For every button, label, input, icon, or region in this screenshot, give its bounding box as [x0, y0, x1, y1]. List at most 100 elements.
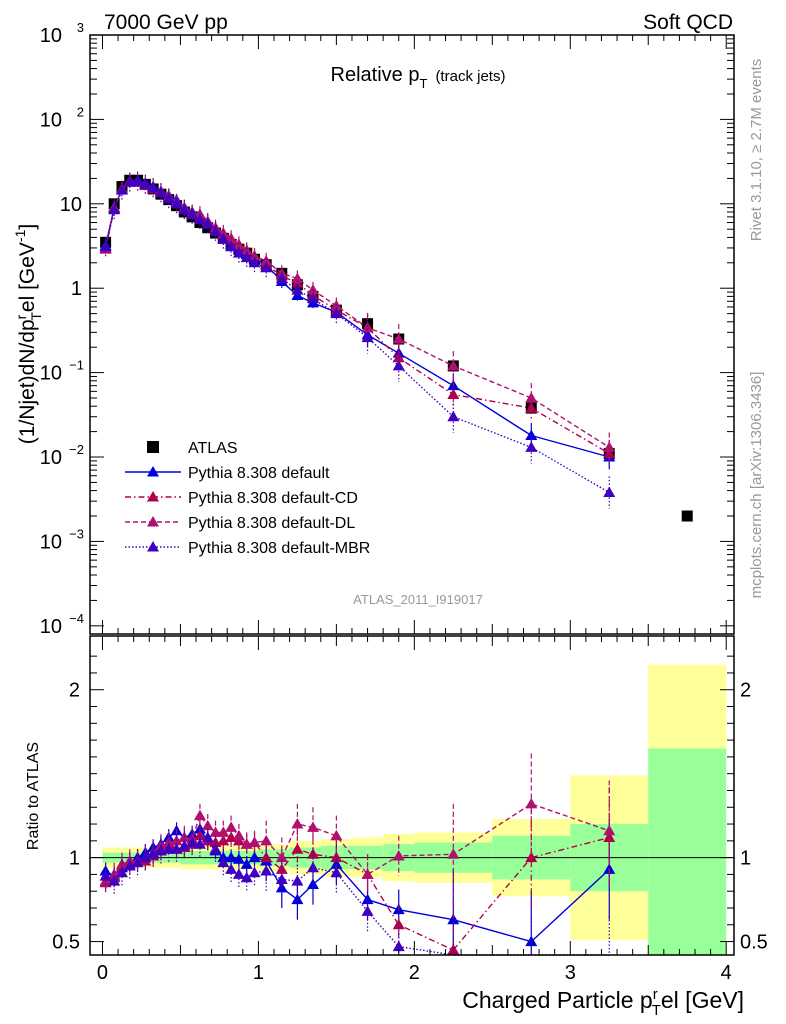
- ratio-point: [232, 829, 245, 841]
- data-point-mc: [139, 178, 152, 189]
- data-point-mc: [603, 441, 616, 452]
- data-point-mc: [170, 197, 183, 209]
- main-y-axis-label: (1/Njet)dN/dprTel [GeV-1]: [12, 224, 44, 444]
- ratio-point: [162, 843, 175, 854]
- ratio-point: [186, 836, 199, 848]
- header-right-label: Soft QCD: [643, 11, 733, 34]
- data-point-mc: [361, 321, 374, 333]
- legend-marker: [147, 516, 159, 527]
- ratio-y-axis-label: Ratio to ATLAS: [25, 742, 42, 850]
- y-tick-exponent: 2: [77, 104, 84, 119]
- ratio-point: [275, 851, 288, 863]
- y-tick-exponent: −1: [69, 358, 84, 373]
- data-point-mc: [217, 233, 230, 244]
- legend-label: Pythia 8.308 default-MBR: [188, 540, 370, 557]
- ratio-point: [306, 821, 319, 832]
- ratio-point: [291, 893, 304, 905]
- data-point-mc: [525, 441, 538, 452]
- legend: ATLAS Pythia 8.308 default Pythia 8.308 de…: [125, 440, 370, 557]
- ratio-point: [123, 860, 136, 871]
- ratio-point: [170, 843, 183, 854]
- ratio-point: [525, 935, 538, 947]
- ratio-point: [99, 870, 112, 881]
- rivet-version-label: Rivet 3.1.10, ≥ 2.7M events: [748, 59, 765, 242]
- svg-text:(1/Njet)dN/dprTel [GeV-1]: (1/Njet)dN/dprTel [GeV-1]: [12, 224, 44, 444]
- data-point-mc: [178, 203, 191, 215]
- data-point-mc: [99, 240, 112, 252]
- data-point-mc: [240, 251, 253, 263]
- data-point-mc: [392, 359, 405, 371]
- ratio-series-line: [105, 803, 610, 882]
- y-tick-label: 10: [40, 531, 62, 553]
- data-point-mc: [291, 272, 304, 284]
- data-point-mc: [248, 256, 261, 268]
- y-tick-label: 10: [40, 363, 62, 385]
- mcplots-reference-label: mcplots.cern.ch [arXiv:1306.3436]: [748, 372, 765, 599]
- x-axis-label: Charged Particle pr Tel [GeV]: [462, 986, 744, 1019]
- ratio-point: [139, 851, 152, 863]
- data-point-mc: [275, 272, 288, 284]
- ratio-point: [525, 851, 538, 863]
- x-tick-label: 2: [409, 962, 420, 984]
- ratio-point: [115, 866, 128, 878]
- main-plot-frame: [89, 34, 735, 635]
- ratio-point: [225, 821, 238, 832]
- ratio-point: [232, 853, 245, 864]
- ratio-point: [209, 826, 222, 837]
- y-tick-label: 10: [60, 194, 82, 216]
- x-tick-label: 1: [253, 962, 264, 984]
- main-series-line: [104, 179, 610, 458]
- ratio-point: [525, 797, 538, 809]
- ratio-point: [178, 839, 191, 851]
- header-left-label: 7000 GeV pp: [104, 11, 228, 34]
- legend-label: ATLAS: [188, 440, 238, 457]
- ratio-point: [232, 868, 245, 879]
- ratio-y-tick-label: 0.5: [52, 932, 80, 954]
- ratio-point: [209, 843, 222, 854]
- x-tick-label: 3: [565, 962, 576, 984]
- legend-label: Pythia 8.308 default-DL: [188, 515, 355, 532]
- data-point-mc: [447, 359, 460, 371]
- data-point-mc: [162, 192, 175, 204]
- data-point-mc: [447, 388, 460, 400]
- data-point-mc: [248, 250, 261, 261]
- ratio-point: [225, 863, 238, 874]
- ratio-point: [361, 905, 374, 916]
- ratio-series-line: [105, 834, 610, 951]
- data-point-mc: [525, 392, 538, 403]
- ratio-y-tick-label-right: 0.5: [740, 932, 768, 954]
- ratio-point: [392, 849, 405, 861]
- ratio-point: [248, 851, 261, 863]
- ratio-point: [291, 818, 304, 829]
- ratio-point: [240, 858, 253, 869]
- legend-label: Pythia 8.308 default-CD: [188, 490, 358, 507]
- data-point-mc: [209, 225, 222, 236]
- data-point-mc: [193, 213, 206, 225]
- ratio-point: [193, 809, 206, 821]
- ratio-point: [291, 875, 304, 886]
- ratio-point: [248, 866, 261, 878]
- data-point-mc: [447, 410, 460, 422]
- ratio-point: [217, 856, 230, 868]
- data-point-mc: [225, 240, 238, 252]
- ratio-point: [240, 871, 253, 883]
- data-point-mc: [306, 292, 319, 304]
- data-point-mc: [186, 208, 199, 219]
- ratio-point: [392, 940, 405, 952]
- ratio-point: [306, 861, 319, 873]
- ratio-point: [108, 875, 121, 886]
- y-tick-label: 10: [40, 109, 62, 131]
- y-tick-exponent: −3: [69, 526, 84, 541]
- data-point-mc: [115, 184, 128, 195]
- y-tick-label: 1: [71, 278, 82, 300]
- legend-marker: [147, 466, 159, 477]
- ratio-point: [330, 866, 343, 878]
- ratio-point: [275, 881, 288, 893]
- data-point-mc: [201, 217, 214, 229]
- legend-marker: [147, 491, 159, 502]
- ratio-point: [260, 834, 273, 846]
- y-tick-exponent: 3: [77, 20, 84, 35]
- ratio-point: [275, 873, 288, 884]
- legend-marker: [147, 541, 159, 552]
